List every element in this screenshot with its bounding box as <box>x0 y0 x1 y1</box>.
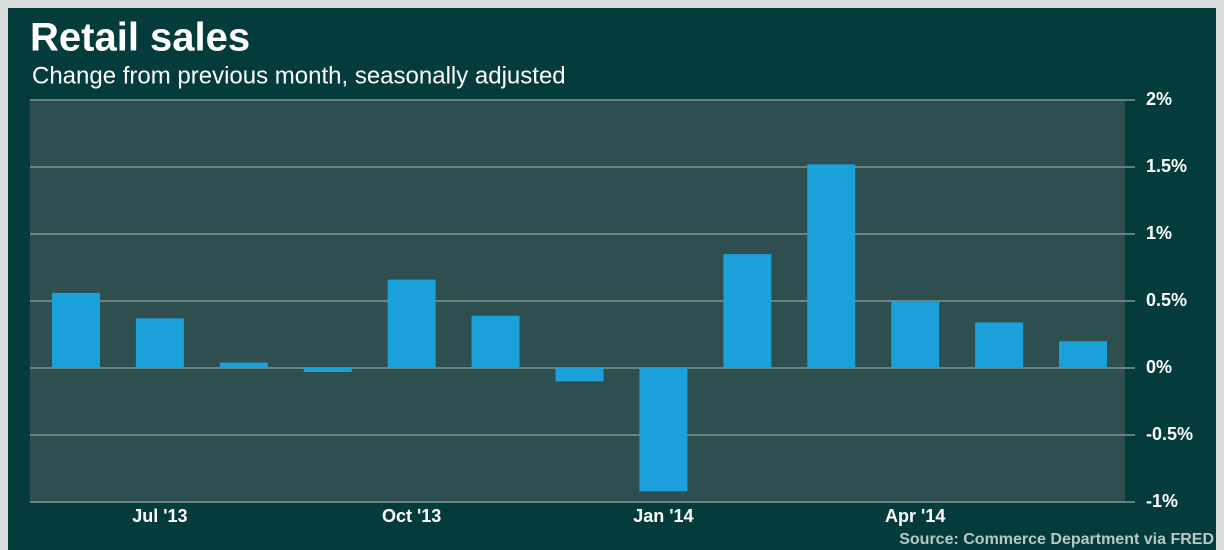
bar <box>51 292 100 368</box>
bar <box>807 164 856 368</box>
y-tick-label: -1% <box>1146 491 1178 511</box>
bar <box>891 301 940 368</box>
y-tick-label: 2% <box>1146 89 1172 109</box>
bar <box>1059 341 1108 368</box>
y-tick-label: 1% <box>1146 223 1172 243</box>
x-tick-label: Apr '14 <box>885 506 945 526</box>
source: Source: Commerce Department via FRED <box>899 531 1214 548</box>
x-tick-label: Jul '13 <box>132 506 187 526</box>
y-tick-label: 1.5% <box>1146 156 1187 176</box>
bar <box>303 368 352 373</box>
y-tick-label: 0% <box>1146 357 1172 377</box>
y-tick-label: 0.5% <box>1146 290 1187 310</box>
bar <box>135 318 184 368</box>
bar <box>975 322 1024 368</box>
bar <box>723 254 772 368</box>
bar <box>219 362 268 368</box>
x-tick-label: Jan '14 <box>633 506 693 526</box>
y-tick-label: -0.5% <box>1146 424 1193 444</box>
bar <box>471 315 520 368</box>
x-tick-label: Oct '13 <box>382 506 441 526</box>
chart-subtitle: Change from previous month, seasonally a… <box>32 62 566 89</box>
chart-title: Retail sales <box>30 16 250 60</box>
bar <box>555 368 604 382</box>
bar <box>639 368 688 492</box>
bar <box>387 279 436 368</box>
